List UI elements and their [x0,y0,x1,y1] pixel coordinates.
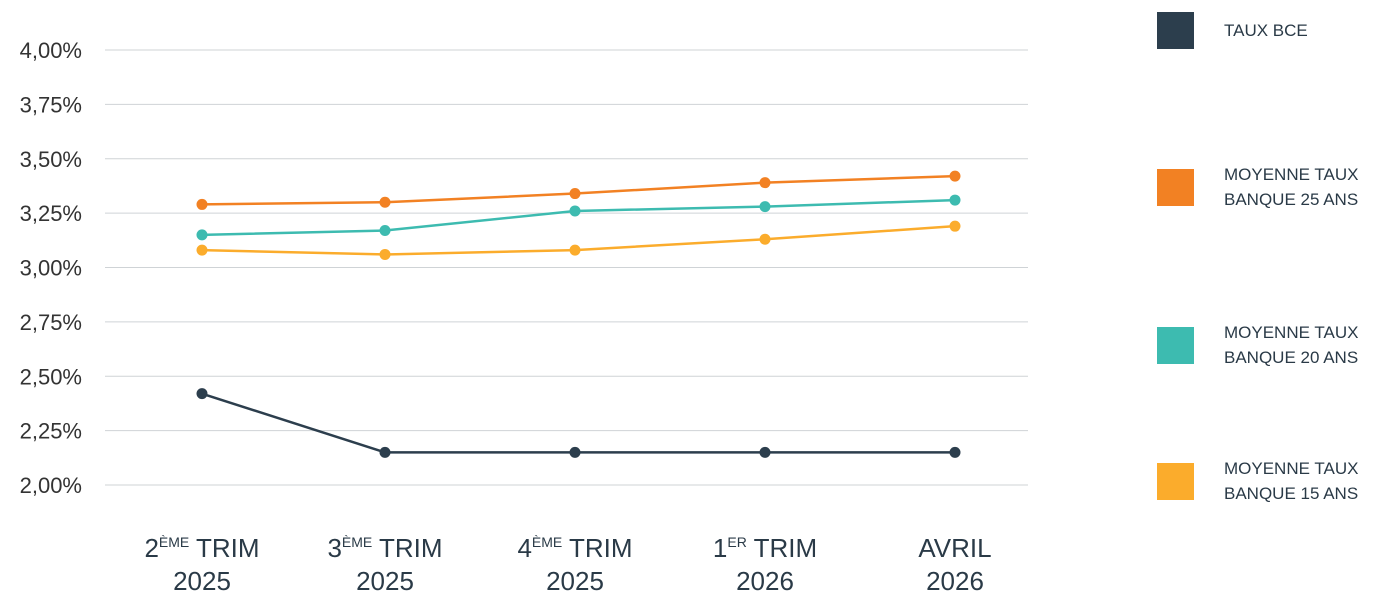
y-tick-label: 3,00% [20,256,82,281]
x-tick-label: AVRIL [918,533,991,563]
data-point [759,446,771,458]
series-3 [196,194,961,241]
series-line [201,392,955,454]
legend-swatch [1157,168,1194,206]
data-point [759,201,771,213]
legend-swatch [1157,326,1194,364]
series-4 [196,220,961,260]
y-tick-label: 2,25% [20,419,82,444]
data-point [569,188,581,200]
y-tick-label: 3,25% [20,201,82,226]
y-tick-label: 2,75% [20,310,82,335]
data-point [196,229,208,241]
x-tick-label: 1ER TRIM [713,533,817,563]
legend: TAUX BCE MOYENNE TAUX BANQUE 25 ANS MOYENN… [1157,0,1392,594]
y-tick-label: 4,00% [20,38,82,63]
x-tick-label: 4ÈME TRIM [517,533,632,563]
data-point [949,220,961,232]
data-point [196,388,208,400]
series-line [201,198,956,237]
legend-swatch [1157,462,1194,500]
data-point [379,446,391,458]
legend-item: TAUX BCE [1157,12,1308,49]
data-point [569,205,581,217]
data-point [759,177,771,189]
x-tick-label-line2: 2026 [926,566,984,594]
series-lines [196,170,961,458]
x-tick-label-line2: 2025 [173,566,231,594]
x-tick-label: 3ÈME TRIM [327,533,442,563]
data-point [379,248,391,260]
data-point [196,198,208,210]
legend-item: MOYENNE TAUX BANQUE 15 ANS [1157,456,1358,506]
data-point [569,244,581,256]
y-tick-label: 2,00% [20,473,82,498]
y-tick-label: 3,50% [20,147,82,172]
series-2 [196,170,961,210]
legend-item: MOYENNE TAUX BANQUE 20 ANS [1157,320,1358,370]
legend-label: TAUX BCE [1224,21,1308,40]
series-1 [196,388,961,458]
data-point [569,446,581,458]
x-tick-label-line2: 2025 [546,566,604,594]
grid-lines [105,49,1028,486]
data-point [949,170,961,182]
data-point [379,225,391,237]
legend-swatch [1157,12,1194,49]
data-point [759,233,771,245]
y-axis-ticks: 2,00% 2,25% 2,50% 2,75% 3,00% 3,25% 3,50% 3,75%… [20,38,82,498]
line-chart: 2,00% 2,25% 2,50% 2,75% 3,00% 3,25% 3,50% 3,75%… [20,38,1028,594]
y-tick-label: 2,50% [20,364,82,389]
data-point [379,196,391,208]
data-point [196,244,208,256]
legend-label: MOYENNE TAUX BANQUE 20 ANS [1224,323,1359,367]
x-axis-ticks: 2ÈME TRIM 2025 3ÈME TRIM 2025 4ÈME TRIM 2025 1… [144,533,991,594]
x-tick-label-line2: 2026 [736,566,794,594]
data-point [949,194,961,206]
data-point [949,446,961,458]
legend-label: MOYENNE TAUX BANQUE 15 ANS [1224,459,1359,503]
legend-item: MOYENNE TAUX BANQUE 25 ANS [1157,162,1358,212]
legend-label: MOYENNE TAUX BANQUE 25 ANS [1224,165,1359,209]
x-tick-label: 2ÈME TRIM [144,533,259,563]
x-tick-label-line2: 2025 [356,566,414,594]
y-tick-label: 3,75% [20,92,82,117]
